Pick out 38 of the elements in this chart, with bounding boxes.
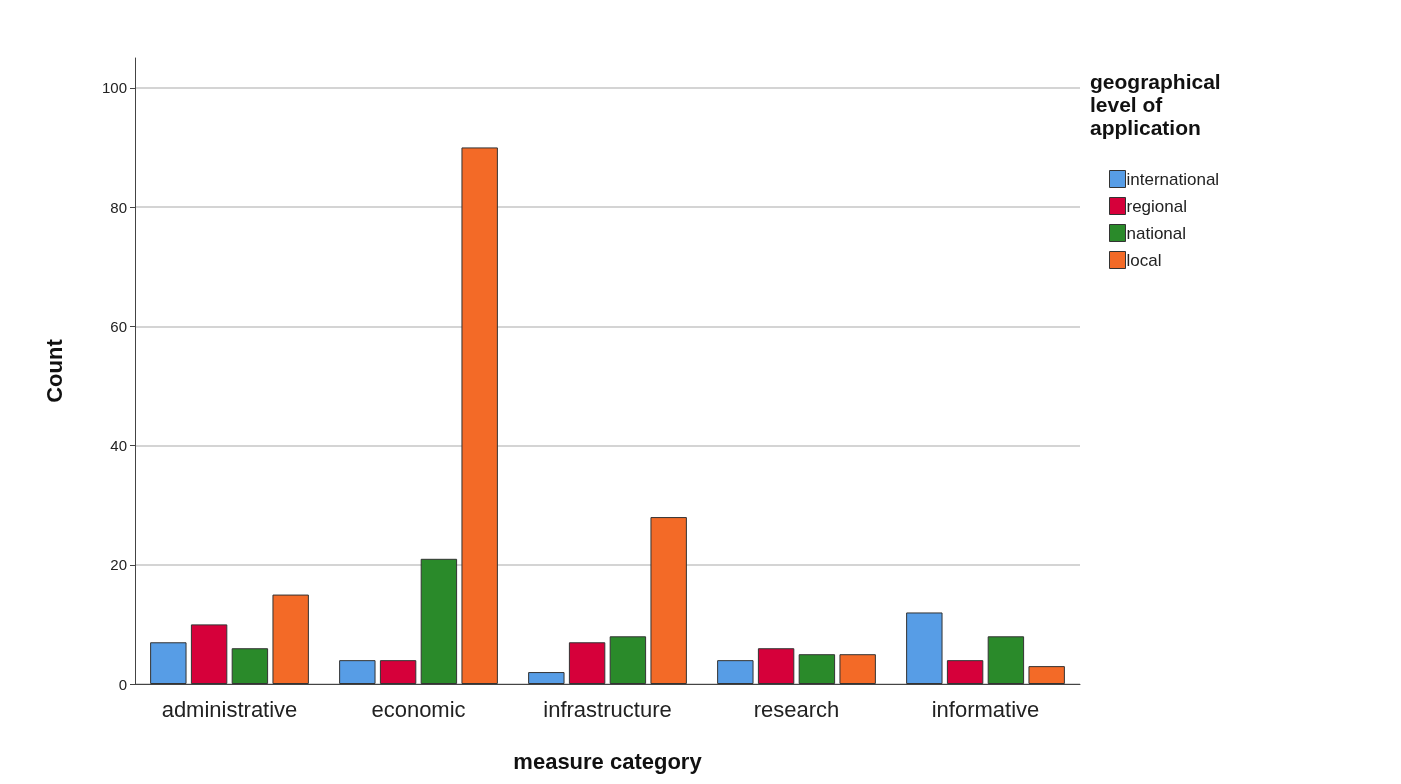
y-axis-title: Count [41, 338, 67, 403]
y-tick-label: 0 [118, 675, 127, 693]
bar [757, 648, 795, 684]
y-tick-label: 100 [101, 79, 127, 97]
y-tick-label: 60 [110, 317, 127, 335]
bar [379, 660, 417, 684]
legend-label: international [1126, 169, 1220, 189]
legend-label: local [1126, 250, 1162, 270]
x-axis-title: measure category [513, 748, 703, 774]
bar [946, 660, 984, 684]
legend-label: national [1126, 223, 1187, 243]
bar [150, 642, 187, 684]
bar [839, 654, 876, 684]
bar [1028, 666, 1065, 684]
x-tick-label: economic [371, 696, 466, 722]
y-tick-label: 80 [110, 198, 127, 216]
bar [717, 660, 754, 684]
bar [420, 558, 458, 684]
bar [987, 636, 1025, 684]
bar [568, 642, 606, 684]
bar [609, 636, 647, 684]
bar [650, 517, 687, 684]
legend-title: geographical level of application [1090, 70, 1227, 139]
x-tick-label: research [753, 696, 840, 722]
legend-label: regional [1126, 196, 1187, 216]
bar [798, 654, 836, 684]
bar [461, 147, 498, 684]
y-tick-label: 20 [110, 556, 127, 574]
bar [906, 612, 943, 684]
bar [339, 660, 376, 684]
x-tick-label: infrastructure [543, 696, 672, 722]
bar [528, 672, 565, 684]
y-tick-label: 40 [110, 437, 127, 455]
x-tick-label: informative [931, 696, 1040, 722]
bar [272, 594, 309, 684]
x-tick-label: administrative [161, 696, 298, 722]
bar [231, 648, 269, 684]
bar [190, 624, 228, 684]
